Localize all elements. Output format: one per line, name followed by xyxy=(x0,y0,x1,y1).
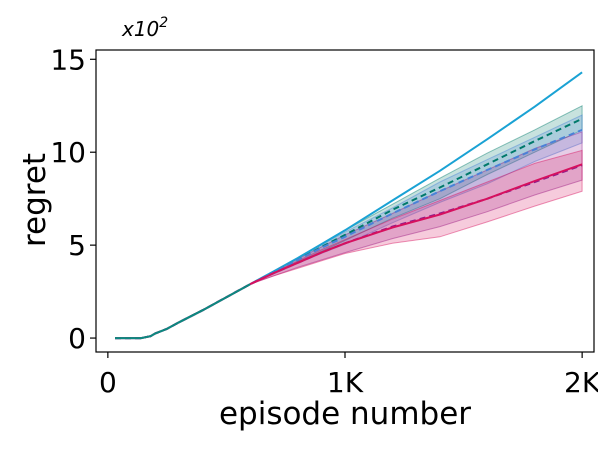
series-lines xyxy=(115,71,583,340)
x-axis-ticks: 0 1K 2K xyxy=(99,352,598,399)
y-axis-multiplier: x102 xyxy=(121,15,168,41)
series-band-3 xyxy=(115,131,583,339)
y-tick-label: 10 xyxy=(50,136,86,169)
y-tick-label: 0 xyxy=(68,322,86,355)
series-line-5 xyxy=(115,283,251,340)
y-axis-multiplier-base: x10 xyxy=(121,17,159,41)
x-axis-label: episode number xyxy=(219,396,471,432)
y-tick-label: 15 xyxy=(50,43,86,76)
x-tick-label: 2K xyxy=(564,366,598,399)
y-axis-ticks: 0 5 10 15 xyxy=(50,43,96,355)
y-axis-multiplier-exponent: 2 xyxy=(159,15,168,31)
x-tick-label: 1K xyxy=(327,366,364,399)
series-band-1 xyxy=(115,104,583,339)
series-band-2 xyxy=(115,114,583,339)
confidence-bands xyxy=(115,104,583,339)
y-tick-label: 5 xyxy=(68,229,86,262)
x-tick-label: 0 xyxy=(99,366,117,399)
series-band-4 xyxy=(115,149,583,339)
y-axis-label: regret xyxy=(17,153,53,247)
